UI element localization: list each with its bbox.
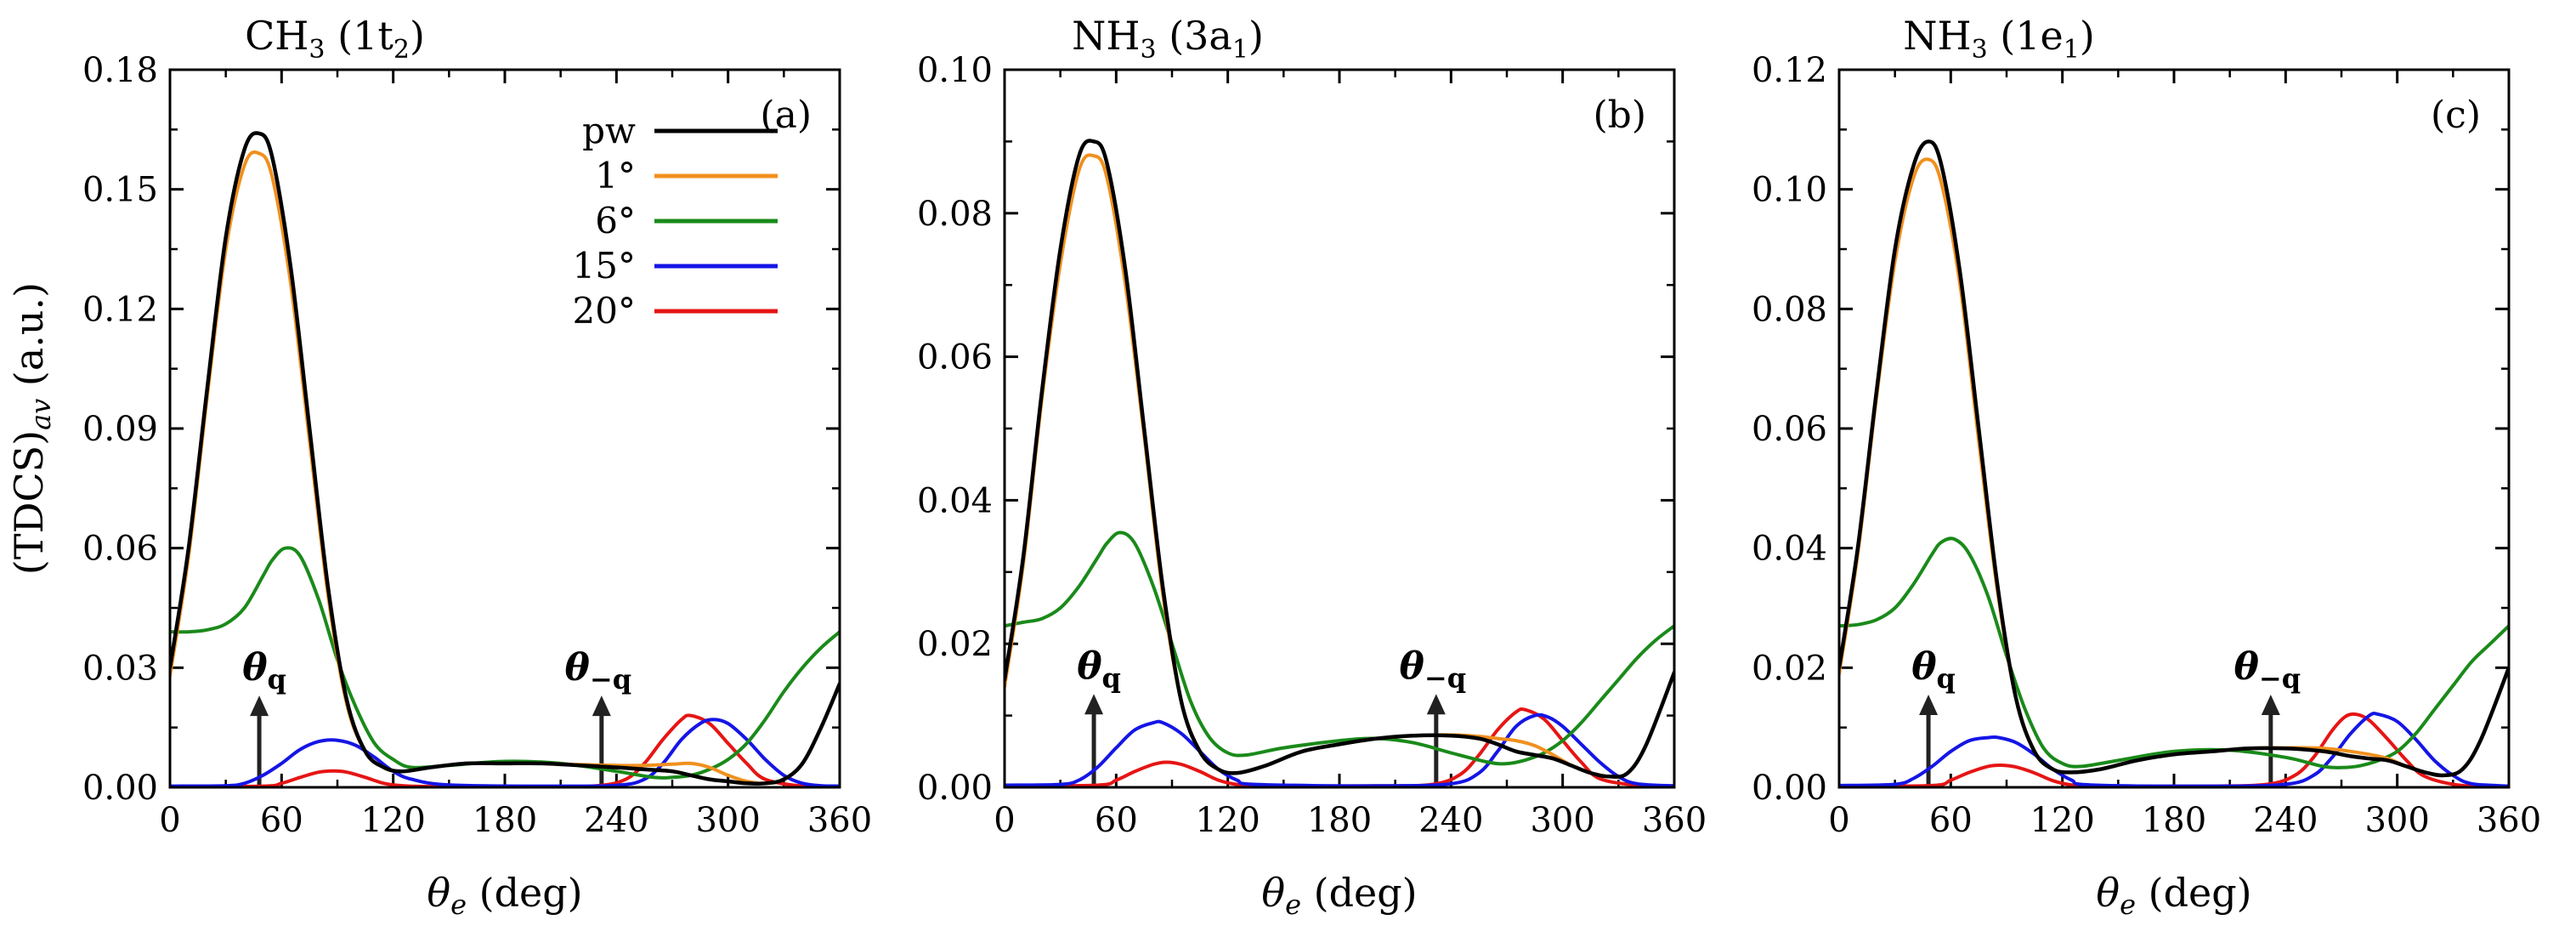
x-tick-label: 240 — [1418, 801, 1483, 840]
legend: pw1°6°15°20° — [573, 110, 778, 332]
panel-a-ticks: 0 60 120 180 240 300 360 0.00 0.03 0.06 0.09 0.12 0.… — [82, 51, 872, 840]
panel-a-title: CH3 (1t2) — [245, 13, 425, 65]
x-tick-label: 360 — [807, 801, 872, 840]
y-tick-label: 0.04 — [917, 481, 993, 520]
legend-label: 20° — [573, 290, 636, 332]
y-tick-label: 0.09 — [82, 410, 158, 449]
x-tick-label: 180 — [1307, 801, 1372, 840]
y-tick-label: 0.06 — [82, 530, 158, 569]
panel-a-lines — [170, 131, 840, 787]
x-tick-label: 60 — [1095, 801, 1138, 840]
series-line-15deg — [1005, 712, 1674, 787]
x-tick-label: 120 — [2030, 801, 2094, 840]
x-tick-label: 240 — [584, 801, 648, 840]
series-line-pw — [1839, 139, 2509, 778]
x-tick-label: 300 — [2364, 801, 2429, 840]
legend-label: 6° — [595, 200, 636, 241]
panel-b-frame — [1003, 68, 1676, 789]
panel-b-arrows: θq θ−q — [1077, 644, 1466, 787]
panel-b: NH3 (3a1) 0 60 120 180 240 300 360 0.00 0.02 0.04… — [917, 13, 1707, 921]
theta-q-label: θq — [242, 646, 286, 695]
panel-c-lines — [1839, 139, 2509, 787]
x-tick-label: 300 — [1530, 801, 1594, 840]
y-tick-label: 0.15 — [82, 171, 158, 210]
arrow-head — [1084, 694, 1104, 715]
series-line-6deg — [1005, 531, 1674, 766]
series-line-15deg — [1839, 712, 2509, 787]
panel-b-ticks: 0 60 120 180 240 300 360 0.00 0.02 0.04 0.06 0.08 0.… — [917, 51, 1707, 840]
panel-c-arrows: θq θ−q — [1911, 645, 2301, 787]
y-tick-label: 0.02 — [1752, 649, 1827, 688]
y-tick-label: 0.00 — [82, 769, 158, 808]
x-tick-label: 300 — [695, 801, 760, 840]
panel-a: CH3 (1t2) 0 60 120 180 240 300 360 0.00 0.03 0.06… — [82, 13, 872, 921]
arrow-head — [1426, 694, 1446, 715]
panel-c-xlabel: θe (deg) — [2096, 870, 2251, 921]
y-tick-label: 0.10 — [917, 51, 993, 90]
y-tick-label: 0.12 — [1752, 51, 1827, 90]
y-tick-label: 0.12 — [82, 290, 158, 329]
arrow-head — [1919, 694, 1939, 715]
y-tick-label: 0.00 — [1752, 769, 1827, 808]
x-tick-label: 0 — [994, 801, 1015, 840]
x-tick-label: 60 — [1929, 801, 1973, 840]
theta-minus-q-label: θ−q — [565, 646, 632, 695]
panel-c: NH3 (1e1) 0 60 120 180 240 300 360 0.00 0.02 0.04… — [1752, 13, 2541, 921]
x-tick-label: 120 — [360, 801, 425, 840]
legend-label: 15° — [573, 245, 636, 287]
panel-c-title: NH3 (1e1) — [1903, 13, 2095, 65]
arrow-head — [250, 695, 269, 717]
panel-c-frame — [1837, 68, 2511, 789]
theta-q-label: θq — [1911, 645, 1956, 695]
arrow-head — [2261, 694, 2280, 715]
panel-b-title: NH3 (3a1) — [1072, 13, 1264, 65]
x-tick-label: 240 — [2253, 801, 2318, 840]
theta-q-label: θq — [1077, 644, 1121, 694]
y-tick-label: 0.08 — [917, 195, 993, 234]
x-tick-label: 180 — [473, 801, 537, 840]
y-tick-label: 0.06 — [1752, 410, 1827, 449]
panel-b-lines — [1005, 139, 1674, 787]
panel-c-label: (c) — [2431, 94, 2481, 137]
series-line-pw — [1005, 139, 1674, 779]
series-line-pw — [170, 131, 840, 786]
x-tick-label: 180 — [2142, 801, 2206, 840]
legend-label: 1° — [595, 155, 636, 196]
y-tick-label: 0.06 — [917, 338, 993, 378]
theta-minus-q-label: θ−q — [1400, 644, 1467, 694]
legend-label: pw — [582, 110, 636, 151]
y-tick-label: 0.02 — [917, 625, 993, 664]
series-line-6deg — [1839, 536, 2509, 769]
x-tick-label: 60 — [260, 801, 303, 840]
panel-b-label: (b) — [1594, 94, 1647, 137]
panel-c-ticks: 0 60 120 180 240 300 360 0.00 0.02 0.04 0.06 0.08 0.… — [1752, 51, 2541, 840]
y-tick-label: 0.04 — [1752, 530, 1827, 569]
arrow-head — [592, 695, 611, 717]
panel-a-frame — [168, 68, 841, 789]
x-tick-label: 120 — [1195, 801, 1260, 840]
y-tick-label: 0.10 — [1752, 171, 1827, 210]
x-tick-label: 0 — [1828, 801, 1849, 840]
y-tick-label: 0.00 — [917, 769, 993, 808]
x-tick-label: 360 — [2477, 801, 2541, 840]
y-tick-label: 0.08 — [1752, 290, 1827, 329]
panel-b-xlabel: θe (deg) — [1261, 870, 1417, 921]
y-axis-label: (TDCS)av (a.u.) — [6, 282, 57, 575]
panel-a-arrows: θq θ−q — [242, 646, 631, 787]
y-tick-label: 0.03 — [82, 649, 158, 688]
panel-a-xlabel: θe (deg) — [427, 870, 582, 921]
x-tick-label: 360 — [1642, 801, 1707, 840]
y-tick-label: 0.18 — [82, 51, 158, 90]
x-tick-label: 0 — [159, 801, 180, 840]
theta-minus-q-label: θ−q — [2234, 645, 2301, 695]
